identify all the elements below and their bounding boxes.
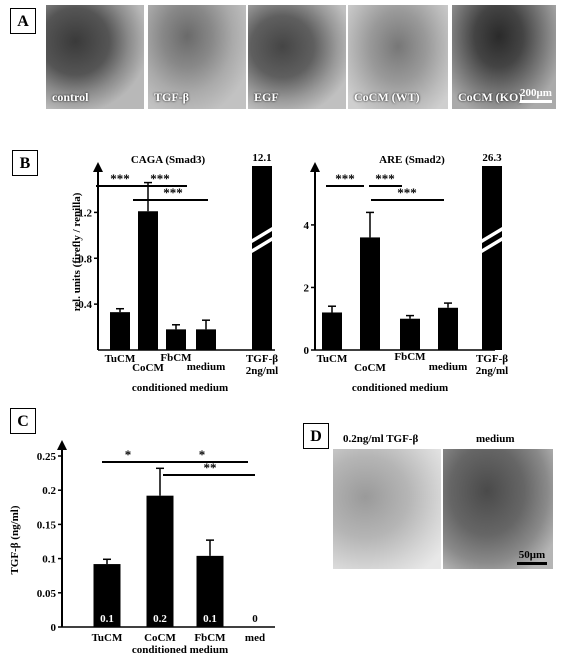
y-tick-label: 0.25 <box>37 451 57 463</box>
significance-stars: *** <box>375 171 395 186</box>
scale-bar-200um: 200μm <box>520 87 552 103</box>
bar-data-label: 0 <box>252 613 258 625</box>
y-tick-label: 0.15 <box>37 519 57 531</box>
axis-break-mark <box>482 237 502 254</box>
significance-stars: *** <box>335 171 355 186</box>
bar-data-label: 0.1 <box>100 613 114 625</box>
x-axis-label: conditioned medium <box>132 382 228 394</box>
x-tick-label: 2ng/ml <box>476 365 508 377</box>
bar <box>196 555 224 627</box>
bar <box>322 312 342 350</box>
photo-d-tgf-beta <box>333 449 441 569</box>
chart-title: CAGA (Smad3) <box>131 154 206 166</box>
scale-bar-line <box>517 562 547 565</box>
photo-cocm-wt: CoCM (WT) <box>348 5 448 109</box>
significance-stars: ** <box>204 460 217 475</box>
photo-caption: TGF-β <box>154 90 189 104</box>
photo-tgf-beta: TGF-β <box>148 5 246 109</box>
photo-caption: control <box>52 90 89 104</box>
x-tick-label: TuCM <box>317 353 348 365</box>
photo-title-tgf-beta: 0.2ng/ml TGF-β <box>343 433 419 445</box>
y-tick-label: 1.2 <box>78 207 92 219</box>
y-tick-label: 0.4 <box>78 299 92 311</box>
bar-value-label: 26.3 <box>482 152 502 164</box>
scale-bar-label: 50μm <box>518 549 546 561</box>
photo-caption: CoCM (KO) <box>458 90 523 104</box>
bar-data-label: 0.2 <box>153 613 167 625</box>
x-tick-label: FbCM <box>394 351 426 363</box>
y-axis-label: rel. units (firefly / renilla) <box>71 192 83 311</box>
bar <box>400 318 420 350</box>
bar <box>438 307 458 350</box>
y-tick-label: 0.8 <box>78 253 92 265</box>
bar-data-label: 0.1 <box>203 613 217 625</box>
y-tick-label: 0.1 <box>42 554 56 566</box>
bar <box>110 312 130 350</box>
chart-tgf-beta-group: TGF-β (ng/ml) conditioned medium 0 0.05 0.… <box>9 440 275 656</box>
y-axis-arrow <box>57 440 67 450</box>
significance-stars: *** <box>110 171 130 186</box>
photo-egf: EGF <box>248 5 346 109</box>
scale-bar-line <box>520 100 552 103</box>
y-axis-arrow <box>93 162 103 172</box>
y-axis-arrow <box>310 162 320 172</box>
y-axis-label: TGF-β (ng/ml) <box>9 505 21 574</box>
panel-a-label: A <box>10 8 36 34</box>
x-tick-label: 2ng/ml <box>246 365 278 377</box>
x-tick-label: medium <box>429 361 468 373</box>
x-tick-label: med <box>245 632 265 644</box>
x-tick-label: TGF-β <box>476 353 508 365</box>
significance-stars: * <box>199 447 206 462</box>
bar <box>360 237 380 350</box>
chart-caga-smad3-group: CAGA (Smad3) rel. units (firefly / renil… <box>71 152 278 394</box>
bar <box>138 211 158 350</box>
axis-break-mark <box>252 237 272 254</box>
x-axis-label: conditioned medium <box>352 382 448 394</box>
photo-cocm-ko: CoCM (KO) 200μm <box>452 5 556 109</box>
significance-stars: *** <box>150 171 170 186</box>
x-tick-label: TGF-β <box>246 353 278 365</box>
bar <box>482 166 502 350</box>
x-tick-label: CoCM <box>144 632 176 644</box>
panel-b-label: B <box>12 150 38 176</box>
x-tick-label: FbCM <box>160 352 192 364</box>
scale-bar-label: 200μm <box>520 87 552 99</box>
bar <box>93 564 121 627</box>
x-tick-label: TuCM <box>92 632 123 644</box>
y-tick-label: 0.05 <box>37 588 57 600</box>
y-tick-label: 2 <box>304 282 310 294</box>
x-tick-label: CoCM <box>354 362 386 374</box>
photo-caption: CoCM (WT) <box>354 90 420 104</box>
bar <box>252 166 272 350</box>
chart-title: ARE (Smad2) <box>379 154 445 166</box>
axis-break-mark <box>482 227 502 244</box>
panel-d-label: D <box>303 423 329 449</box>
significance-stars: * <box>125 447 132 462</box>
y-tick-label: 0 <box>304 345 310 357</box>
bar <box>166 329 186 350</box>
panel-c-label: C <box>10 408 36 434</box>
photo-caption: EGF <box>254 90 279 104</box>
x-tick-label: FbCM <box>194 632 226 644</box>
bar <box>146 495 174 627</box>
y-tick-label: 0.2 <box>42 485 56 497</box>
significance-stars: *** <box>163 185 183 200</box>
photo-d-medium: 50μm <box>443 449 553 569</box>
x-tick-label: medium <box>187 361 226 373</box>
y-tick-label: 4 <box>304 220 310 232</box>
y-tick-label: 0 <box>51 622 57 634</box>
x-axis-label: conditioned medium <box>132 644 228 656</box>
scale-bar-50um: 50μm <box>517 549 547 565</box>
chart-are-smad2-group: ARE (Smad2) conditioned medium 0 2 4 TuCM Co… <box>304 152 509 394</box>
photo-control: control <box>46 5 144 109</box>
x-tick-label: CoCM <box>132 362 164 374</box>
x-tick-label: TuCM <box>105 353 136 365</box>
axis-break-mark <box>252 227 272 244</box>
photo-title-medium: medium <box>476 433 515 445</box>
bar-value-label: 12.1 <box>252 152 271 164</box>
bar <box>196 329 216 350</box>
significance-stars: *** <box>397 185 417 200</box>
